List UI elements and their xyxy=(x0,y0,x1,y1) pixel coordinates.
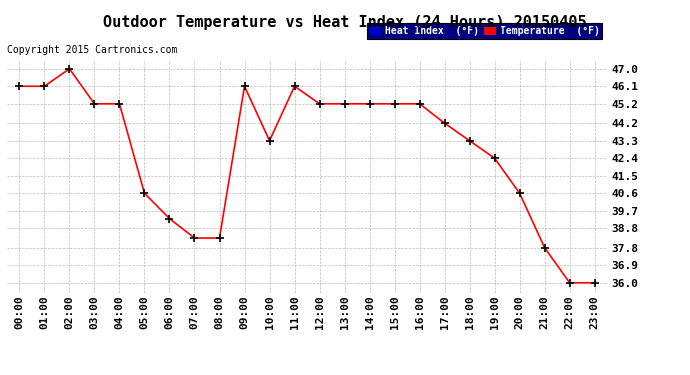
Legend: Heat Index  (°F), Temperature  (°F): Heat Index (°F), Temperature (°F) xyxy=(366,23,602,39)
Text: Copyright 2015 Cartronics.com: Copyright 2015 Cartronics.com xyxy=(7,45,177,55)
Text: Outdoor Temperature vs Heat Index (24 Hours) 20150405: Outdoor Temperature vs Heat Index (24 Ho… xyxy=(104,15,586,30)
